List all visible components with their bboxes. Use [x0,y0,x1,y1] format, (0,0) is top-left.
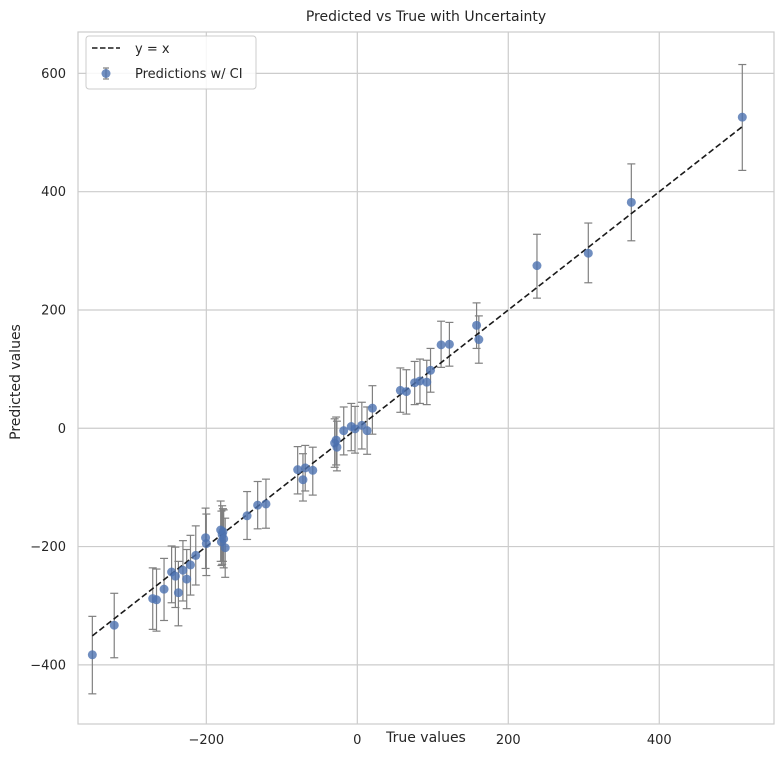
data-point [426,365,436,375]
legend-label-reference: y = x [135,42,170,57]
data-point [220,543,230,553]
data-point [350,424,360,434]
data-points [87,112,747,660]
data-point [401,387,411,397]
data-point [331,435,341,445]
grid [78,32,774,724]
data-point [339,426,349,436]
data-point [474,335,484,345]
data-point [362,426,372,436]
reference-line [91,126,743,637]
y-tick-label: 400 [41,185,66,200]
data-point [415,376,425,386]
y-tick-label: 0 [58,422,66,437]
x-tick-label: 200 [496,733,521,748]
y-axis-label: Predicted values [8,324,24,440]
data-point [298,475,308,485]
data-point [436,340,446,350]
legend-marker-swatch [101,69,111,78]
y-tick-label: −200 [30,540,66,555]
data-point [159,584,169,594]
plot-frame [77,31,775,725]
legend-label-predictions: Predictions w/ CI [135,67,243,82]
data-point [185,560,195,570]
data-point [444,339,454,349]
data-point [737,112,747,122]
data-point [261,499,271,509]
x-tick-label: −200 [188,733,224,748]
data-point [178,565,188,575]
data-point [583,248,593,258]
data-point [201,539,211,549]
data-point [170,571,180,581]
x-tick-labels: −200 0 200 400 [188,733,671,748]
y-tick-label: 600 [41,67,66,82]
data-point [182,574,192,584]
data-point [87,650,97,660]
data-point [109,620,119,630]
legend: y = x Predictions w/ CI [85,35,257,90]
chart-title: Predicted vs True with Uncertainty [306,9,546,25]
data-point [422,377,432,387]
data-point [253,500,263,510]
y-tick-label: −400 [30,658,66,673]
data-point [626,197,636,207]
data-point [218,527,228,537]
data-point [191,550,201,560]
data-point [219,534,229,544]
legend-box [85,35,257,90]
y-tick-label: 200 [41,303,66,318]
data-point [173,588,183,598]
data-point [367,403,377,413]
data-point [532,261,542,271]
data-point [308,465,318,475]
data-point [152,595,162,605]
y-tick-labels: −400 −200 0 200 400 600 [30,67,66,673]
reference-line-group [91,126,743,637]
x-tick-label: 400 [647,733,672,748]
x-tick-label: 0 [353,733,361,748]
data-point [332,442,342,452]
data-point [293,465,303,475]
data-point [472,320,482,330]
data-point [300,463,310,473]
data-point [242,511,252,521]
x-axis-label: True values [385,730,466,746]
